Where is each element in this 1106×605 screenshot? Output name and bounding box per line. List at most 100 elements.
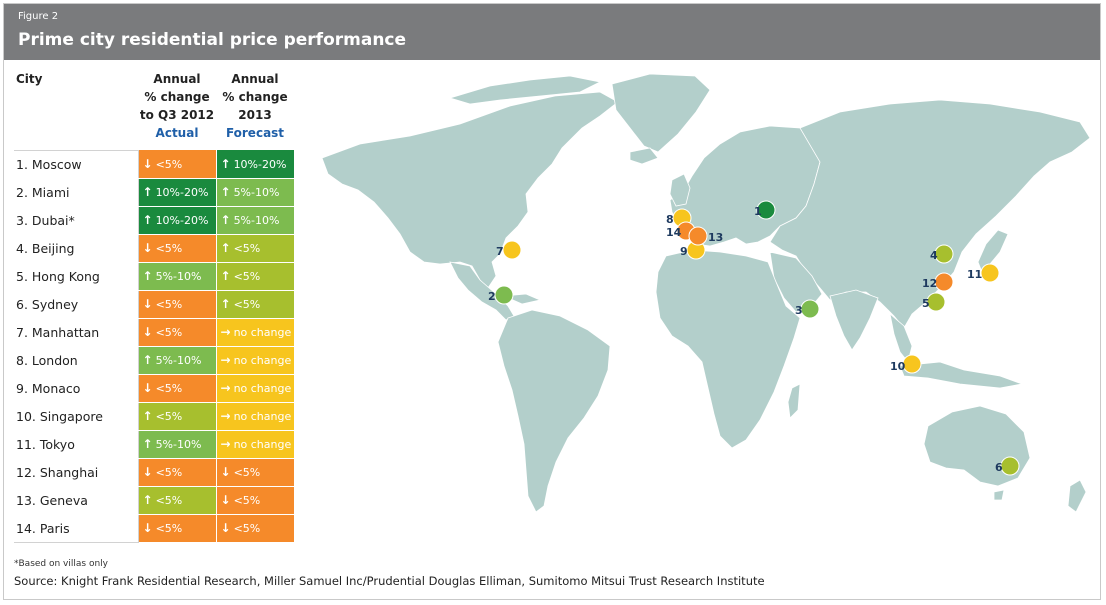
forecast-header-line: % change	[222, 90, 288, 104]
city-marker-label-1: 1	[754, 205, 762, 218]
forecast-change-value: no change	[233, 382, 292, 395]
forecast-change-value: 5%-10%	[233, 214, 280, 227]
arrow-up-icon: ↑	[142, 353, 153, 367]
arrow-up-icon: ↑	[142, 185, 153, 199]
indonesia-landmass	[899, 361, 1024, 389]
forecast-change-value: <5%	[233, 242, 261, 255]
actual-change-cell: ↓ <5%	[137, 514, 216, 543]
arrow-up-icon: ↑	[142, 493, 153, 507]
table-row: 10. Singapore ↑ <5% → no change	[14, 401, 294, 431]
city-marker-label-3: 3	[795, 304, 803, 317]
forecast-change-value: 5%-10%	[233, 186, 280, 199]
city-marker-11	[980, 263, 1000, 283]
arrow-up-icon: ↑	[220, 213, 231, 227]
actual-change-value: 5%-10%	[155, 438, 202, 451]
city-name: 13. Geneva	[14, 485, 139, 515]
iceland-landmass	[629, 147, 659, 165]
british-isles-landmass	[669, 173, 691, 207]
city-name: 5. Hong Kong	[14, 261, 139, 291]
actual-change-cell: ↑ 5%-10%	[137, 346, 216, 375]
city-marker-12	[934, 272, 954, 292]
africa-landmass	[655, 249, 801, 449]
city-name: 6. Sydney	[14, 289, 139, 319]
arrow-flat-icon: →	[220, 409, 231, 423]
table-row: 2. Miami ↑ 10%-20% ↑ 5%-10%	[14, 177, 294, 207]
actual-change-cell: ↓ <5%	[137, 150, 216, 179]
actual-change-value: <5%	[155, 157, 183, 171]
forecast-change-value: <5%	[233, 522, 261, 535]
actual-change-value: <5%	[155, 242, 183, 255]
forecast-change-cell: ↓ <5%	[215, 514, 294, 543]
actual-change-value: 5%-10%	[155, 270, 202, 283]
arrow-down-icon: ↓	[142, 297, 153, 311]
actual-change-cell: ↓ <5%	[137, 458, 216, 487]
city-marker-label-9: 9	[680, 245, 688, 258]
city-marker-label-8: 8	[666, 213, 674, 226]
forecast-change-value: no change	[233, 354, 292, 367]
forecast-change-cell: ↑ 5%-10%	[215, 178, 294, 207]
new-zealand-landmass	[1067, 479, 1087, 513]
city-name: 12. Shanghai	[14, 457, 139, 487]
actual-column-header: Annual % change to Q3 2012 Actual	[138, 68, 216, 150]
forecast-change-value: <5%	[233, 466, 261, 479]
forecast-change-cell: → no change	[215, 430, 294, 459]
table-row: 4. Beijing ↓ <5% ↑ <5%	[14, 233, 294, 263]
forecast-change-cell: ↓ <5%	[215, 458, 294, 487]
city-column-header: City	[16, 72, 43, 86]
arrow-flat-icon: →	[220, 437, 231, 451]
forecast-header-sub: Forecast	[225, 126, 285, 140]
forecast-change-cell: ↑ <5%	[215, 262, 294, 291]
arrow-down-icon: ↓	[220, 521, 231, 535]
table-row: 6. Sydney ↓ <5% ↑ <5%	[14, 289, 294, 319]
table-row: 12. Shanghai ↓ <5% ↓ <5%	[14, 457, 294, 487]
source-note: Source: Knight Frank Residential Researc…	[14, 574, 765, 588]
city-name: 11. Tokyo	[14, 429, 139, 459]
greenland-landmass	[611, 73, 711, 153]
city-name: 14. Paris	[14, 513, 139, 543]
city-name: 3. Dubai*	[14, 205, 139, 235]
figure-header: Figure 2 Prime city residential price pe…	[4, 4, 1100, 60]
city-markers: 2 3 4 5 6 7 10 11 12 1 8 9 14 13	[488, 200, 1020, 476]
city-marker-label-12: 12	[922, 277, 937, 290]
city-name: 8. London	[14, 345, 139, 375]
forecast-change-value: <5%	[233, 494, 261, 507]
city-marker-label-14: 14	[666, 226, 682, 239]
arrow-up-icon: ↑	[220, 241, 231, 255]
actual-change-cell: ↓ <5%	[137, 374, 216, 403]
actual-header-line: to Q3 2012	[139, 108, 215, 122]
world-map: 2 3 4 5 6 7 10 11 12 1 8 9 14 13	[321, 73, 1091, 513]
city-marker-6	[1000, 456, 1020, 476]
city-name: 1. Moscow	[14, 149, 139, 179]
arrow-flat-icon: →	[220, 381, 231, 395]
table-row: 1. Moscow ↓ <5% ↑ 10%-20%	[14, 149, 294, 179]
city-name: 2. Miami	[14, 177, 139, 207]
actual-change-value: <5%	[155, 410, 183, 423]
forecast-change-value: no change	[233, 326, 292, 339]
arrow-up-icon: ↑	[220, 185, 231, 199]
forecast-change-cell: → no change	[215, 402, 294, 431]
forecast-change-cell: → no change	[215, 346, 294, 375]
table-row: 13. Geneva ↑ <5% ↓ <5%	[14, 485, 294, 515]
actual-header-sub: Actual	[155, 126, 199, 140]
city-marker-label-11: 11	[967, 268, 982, 281]
footnote: *Based on villas only	[14, 559, 108, 569]
actual-change-value: 5%-10%	[155, 354, 202, 367]
arrow-up-icon: ↑	[220, 156, 231, 171]
arrow-up-icon: ↑	[220, 297, 231, 311]
figure-frame	[3, 3, 1101, 600]
actual-change-value: <5%	[155, 494, 183, 507]
arrow-up-icon: ↑	[142, 269, 153, 283]
table-row: 9. Monaco ↓ <5% → no change	[14, 373, 294, 403]
arrow-flat-icon: →	[220, 353, 231, 367]
city-marker-2	[494, 285, 514, 305]
south-america-landmass	[497, 309, 611, 513]
city-marker-4	[934, 244, 954, 264]
actual-change-value: <5%	[155, 326, 183, 339]
forecast-change-cell: ↑ <5%	[215, 290, 294, 319]
forecast-header-line: Annual	[231, 72, 279, 86]
arrow-up-icon: ↑	[220, 269, 231, 283]
map-land	[321, 73, 1091, 513]
city-name: 10. Singapore	[14, 401, 139, 431]
arrow-up-icon: ↑	[142, 213, 153, 227]
actual-change-cell: ↓ <5%	[137, 290, 216, 319]
